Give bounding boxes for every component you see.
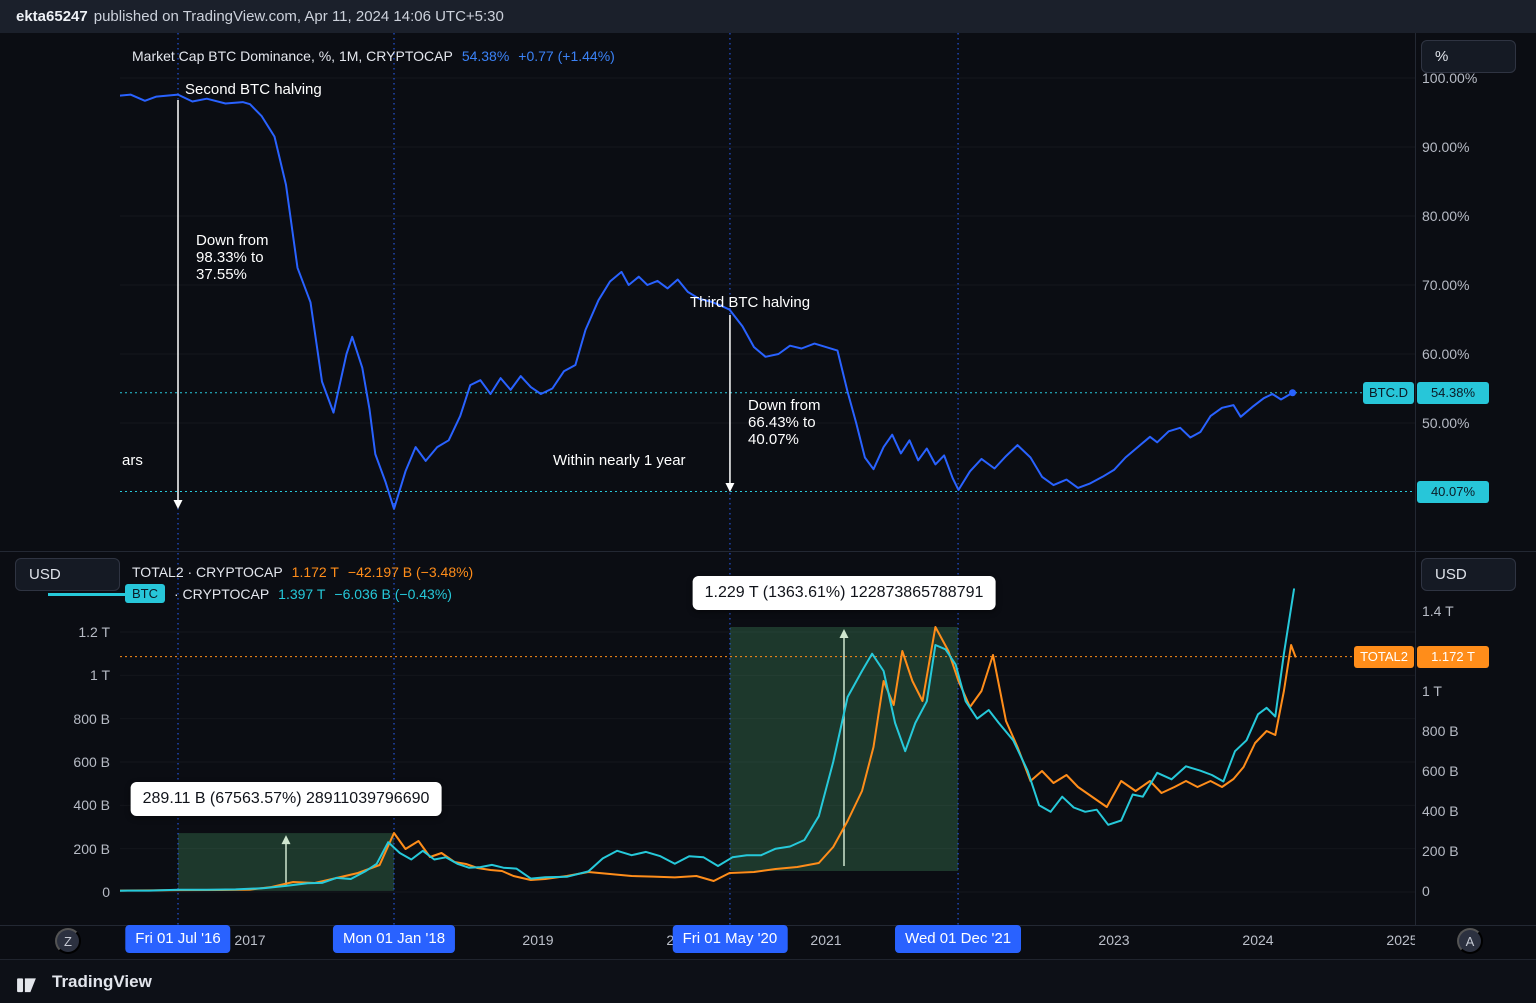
year-label[interactable]: 2019 (522, 932, 554, 948)
price-axis-label-left: 1.2 T (78, 623, 110, 640)
brand-name: TradingView (52, 971, 152, 991)
btc-dominance-line (120, 93, 1294, 510)
publish-bar: ekta65247 published on TradingView.com, … (0, 0, 1536, 33)
year-label[interactable]: 2025 (1386, 932, 1415, 948)
date-badge[interactable]: Fri 01 May '20 (672, 925, 788, 953)
btc-last-value: 1.397 T (278, 585, 326, 602)
usd-scale-button-right[interactable]: USD (1421, 558, 1516, 591)
year-label[interactable]: 2024 (1242, 932, 1274, 948)
price-axis-label: 0 (1422, 883, 1430, 899)
date-badge[interactable]: Wed 01 Dec '21 (895, 925, 1022, 953)
percent-scale-button[interactable]: % (1421, 40, 1516, 73)
btc-legend-row: BTC · CRYPTOCAP 1.397 T −6.036 B (−0.43%… (125, 584, 452, 603)
price-axis-label-left: 1 T (90, 667, 110, 684)
annotation-second-halving[interactable]: Second BTC halving (185, 81, 322, 98)
total2-line (120, 626, 1297, 892)
year-label[interactable]: 2023 (1098, 932, 1130, 948)
tradingview-logo[interactable] (16, 971, 42, 993)
symbol-change: +0.77 (+1.44%) (518, 48, 615, 64)
date-badge[interactable]: Fri 01 Jul '16 (125, 925, 231, 953)
annotation-down-from-66[interactable]: Down from 66.43% to 40.07% (748, 397, 821, 448)
total2-change: −42.197 B (−3.48%) (347, 564, 474, 580)
author-name: ekta65247 (16, 8, 88, 25)
price-axis-label-left: 600 B (73, 753, 110, 770)
halving-arrow-head (173, 500, 183, 509)
annotation-down-from-98[interactable]: Down from 98.33% to 37.55% (196, 232, 269, 283)
price-axis-label: 50.00% (1422, 415, 1470, 431)
measure-label[interactable]: 1.229 T (1363.61%) 122873865788791 (692, 576, 996, 610)
btc-change: −6.036 B (−0.43%) (334, 585, 452, 602)
btc-series-badge[interactable]: BTC (125, 584, 165, 603)
price-axis-label: 1.4 T (1422, 603, 1454, 619)
price-axis-label-left: 400 B (73, 797, 110, 814)
price-axis-badge: 1.172 T (1417, 645, 1489, 668)
annotation-within-one-year[interactable]: Within nearly 1 year (553, 452, 686, 469)
total2-legend-row: TOTAL2 · CRYPTOCAP 1.172 T −42.197 B (−3… (132, 564, 473, 580)
total2-title[interactable]: TOTAL2 · CRYPTOCAP (132, 564, 283, 580)
price-axis-label: 600 B (1422, 763, 1459, 779)
price-axis-label: 80.00% (1422, 208, 1470, 224)
series-price-badge: BTC.D (1363, 381, 1414, 404)
annotation-clipped-left: ars (122, 452, 143, 469)
price-axis-label: 1 T (1422, 683, 1442, 699)
total2-last-value: 1.172 T (291, 564, 339, 580)
price-axis-label: 200 B (1422, 843, 1459, 859)
footer-bar: TradingView (0, 959, 1536, 1003)
price-axis-label-left: 200 B (73, 840, 110, 857)
price-axis-label: 70.00% (1422, 277, 1470, 293)
price-axis-badge: 54.38% (1417, 381, 1489, 404)
usd-scale-button-left[interactable]: USD (15, 558, 120, 591)
price-axis-label: 90.00% (1422, 139, 1470, 155)
price-axis-label: 400 B (1422, 803, 1459, 819)
zoom-out-button[interactable]: Z (55, 928, 81, 954)
pane-separator[interactable] (0, 551, 1536, 552)
date-badge[interactable]: Mon 01 Jan '18 (332, 925, 456, 953)
measure-arrow-head (839, 629, 849, 638)
last-price-dot (1289, 389, 1297, 397)
btc-marketcap-line (120, 588, 1295, 892)
price-axis-border (1415, 33, 1416, 925)
price-axis-badge: 40.07% (1417, 480, 1489, 503)
annotation-third-halving[interactable]: Third BTC halving (690, 294, 811, 311)
measure-arrow-head (281, 835, 291, 845)
publish-info: published on TradingView.com, Apr 11, 20… (93, 8, 504, 25)
price-axis-label: 800 B (1422, 723, 1459, 739)
btc-price-stub-line (48, 593, 125, 596)
year-label[interactable]: 2021 (810, 932, 842, 948)
price-axis-label: 100.00% (1422, 70, 1478, 86)
series-price-badge: TOTAL2 (1354, 645, 1414, 668)
symbol-title[interactable]: Market Cap BTC Dominance, %, 1M, CRYPTOC… (132, 48, 453, 64)
measure-label[interactable]: 289.11 B (67563.57%) 28911039796690 (130, 782, 442, 817)
price-axis-label-left: 0 (102, 884, 110, 900)
price-axis-label: 60.00% (1422, 346, 1470, 362)
top-pane-legend: Market Cap BTC Dominance, %, 1M, CRYPTOC… (132, 48, 615, 64)
halving-arrow-head (725, 483, 735, 492)
auto-scale-button[interactable]: A (1457, 928, 1483, 954)
year-label[interactable]: 2017 (234, 932, 266, 948)
price-axis-label-left: 800 B (73, 710, 110, 727)
btc-title[interactable]: · CRYPTOCAP (174, 585, 270, 602)
symbol-last-value: 54.38% (461, 48, 510, 64)
